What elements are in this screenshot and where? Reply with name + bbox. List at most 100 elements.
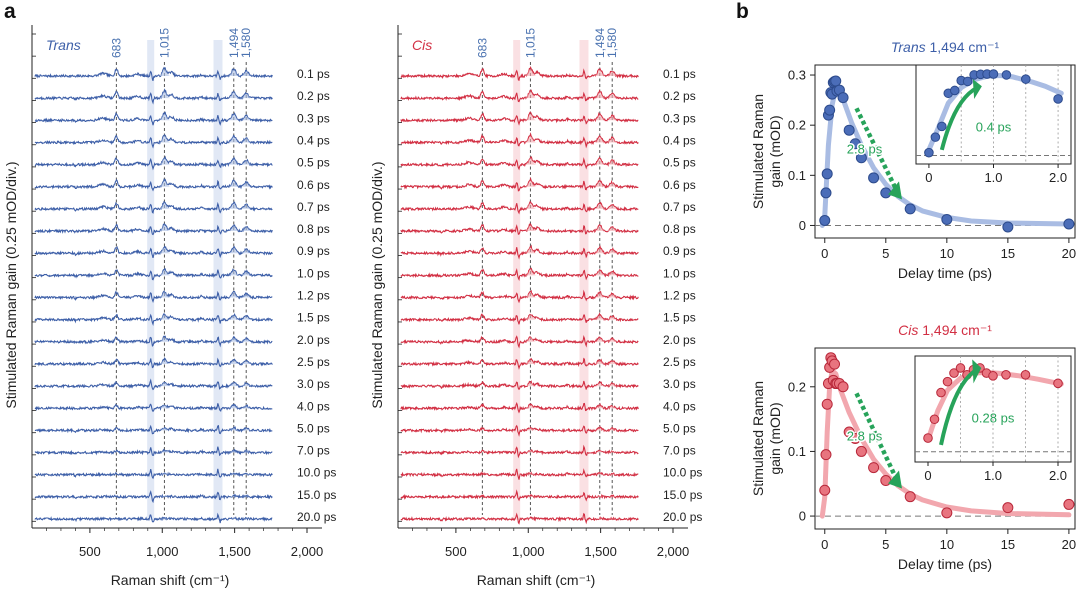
- data-point: [880, 475, 892, 487]
- spectrum-line: [400, 223, 639, 235]
- spectrum-peak-shade: [241, 71, 251, 76]
- data-point: [830, 75, 842, 87]
- spectrum-peak-shade: [158, 247, 171, 254]
- spectrum-peak-shade: [228, 270, 240, 276]
- spectrum-peak-shade: [241, 406, 251, 409]
- spectrum-peak-shade: [241, 227, 251, 232]
- delay-label: 1.2 ps: [663, 289, 696, 303]
- spectrum-peak-shade: [594, 270, 606, 276]
- delay-label: 5.0 ps: [663, 421, 696, 435]
- spectrum-line: [34, 111, 273, 126]
- spectrum-peak-shade: [228, 248, 240, 254]
- delay-label: 2.0 ps: [297, 333, 330, 347]
- x-tick-label: 0: [821, 537, 828, 552]
- series-label: Trans: [46, 37, 81, 53]
- data-point: [1063, 498, 1075, 510]
- spectrum-peak-shade: [594, 518, 606, 519]
- data-point: [820, 449, 832, 461]
- spectrum-line: [34, 268, 273, 281]
- y-tick-label: 0: [799, 218, 806, 233]
- inset-data-point: [949, 85, 960, 96]
- spectrum-peak-shade: [228, 114, 240, 121]
- x-tick-label: 5: [882, 246, 889, 261]
- spectrum-peak-shade: [607, 160, 617, 165]
- data-point: [820, 187, 832, 199]
- spectrum-peak-shade: [524, 427, 537, 431]
- spectrum-peak-shade: [524, 269, 537, 276]
- spectrum-line: [400, 244, 639, 260]
- spectrum-peak-shade: [228, 293, 240, 298]
- spectrum-peak-shade: [241, 93, 251, 99]
- inset-x-tick-label: 1.0: [984, 170, 1002, 185]
- spectrum-peak-shade: [594, 360, 606, 364]
- spectrum-peak-shade: [524, 518, 537, 519]
- inset-data-point: [1020, 74, 1031, 84]
- solvent-band: [213, 40, 223, 520]
- inset-data-point: [988, 69, 999, 79]
- spectrum-peak-shade: [228, 92, 240, 99]
- spectrum-line: [400, 89, 639, 103]
- trans-spectra-panel: 500 1,000 1,500 2,000 Raman shift (cm⁻¹) Stim…: [3, 25, 336, 588]
- spectrum-line: [400, 176, 639, 192]
- spectrum-peak-shade: [594, 137, 606, 143]
- spectrum-line: [400, 424, 639, 437]
- delay-label: 15.0 ps: [663, 488, 702, 502]
- spectrum-peak-shade: [241, 428, 251, 431]
- spectrum-peak-shade: [158, 292, 171, 298]
- inset-data-point: [929, 414, 940, 425]
- spectrum-peak-shade: [594, 383, 606, 387]
- data-point: [837, 92, 849, 104]
- spectrum-peak-shade: [241, 205, 251, 209]
- delay-label: 2.0 ps: [663, 333, 696, 347]
- delay-label: 1.0 ps: [663, 266, 696, 280]
- data-point: [821, 168, 833, 180]
- spectrum-peak-shade: [524, 292, 537, 298]
- spectrum-peak-shade: [607, 182, 617, 187]
- spectrum-line: [400, 380, 639, 391]
- fit-curve: [819, 368, 1072, 519]
- spectrum-peak-shade: [241, 451, 251, 453]
- spectrum-line: [400, 132, 639, 149]
- inset-data-point: [923, 433, 933, 443]
- panel-label-a: a: [4, 0, 16, 23]
- spectrum-peak-shade: [594, 70, 606, 76]
- spectrum-peak-shade: [594, 92, 606, 99]
- spectrum-peak-shade: [524, 473, 537, 475]
- x-tick-label: 20: [1062, 537, 1076, 552]
- x-tick-label: 10: [940, 537, 954, 552]
- spectrum-peak-shade: [228, 203, 240, 209]
- delay-label: 20.0 ps: [663, 510, 702, 524]
- delay-label: 7.0 ps: [663, 444, 696, 458]
- spectrum-peak-shade: [524, 359, 537, 364]
- data-point: [855, 445, 867, 457]
- spectrum-peak-shade: [607, 316, 617, 320]
- x-tick-label: 1,000: [512, 544, 545, 559]
- data-point: [819, 484, 831, 496]
- series-label: Cis: [412, 37, 432, 53]
- spectrum-peak-shade: [607, 338, 617, 342]
- spectrum-line: [400, 444, 639, 459]
- peak-marker-label: 1,015: [157, 28, 171, 58]
- peak-marker-label: 1,494: [227, 28, 241, 58]
- rise-arrowhead: [972, 359, 982, 384]
- delay-label: 0.6 ps: [297, 178, 330, 192]
- spectrum-peak-shade: [524, 225, 537, 232]
- spectrum-peak-shade: [228, 181, 240, 187]
- inset-data-point: [937, 121, 947, 132]
- spectrum-line: [34, 200, 273, 214]
- spectrum-peak-shade: [524, 113, 537, 121]
- spectrum-peak-shade: [228, 496, 240, 497]
- delay-label: 20.0 ps: [297, 510, 336, 524]
- delay-label: 5.0 ps: [297, 421, 330, 435]
- data-point: [941, 213, 953, 225]
- delay-label: 0.1 ps: [663, 67, 696, 81]
- data-point: [1002, 221, 1014, 233]
- spectrum-peak-shade: [241, 138, 251, 143]
- delay-label: 0.6 ps: [663, 178, 696, 192]
- decay-arrowhead: [888, 181, 903, 200]
- solvent-band: [147, 40, 155, 520]
- delay-label: 2.5 ps: [663, 355, 696, 369]
- spectrum-line: [34, 446, 273, 457]
- delay-label: 0.9 ps: [663, 244, 696, 258]
- spectrum-line: [400, 335, 639, 349]
